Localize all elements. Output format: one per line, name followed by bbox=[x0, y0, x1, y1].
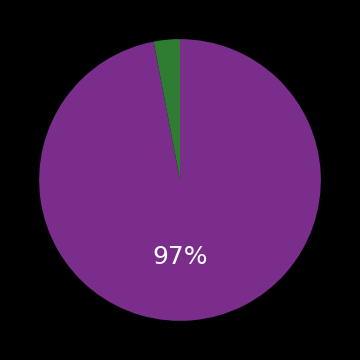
Text: 97%: 97% bbox=[152, 246, 208, 270]
Wedge shape bbox=[39, 39, 321, 321]
Wedge shape bbox=[154, 39, 180, 180]
